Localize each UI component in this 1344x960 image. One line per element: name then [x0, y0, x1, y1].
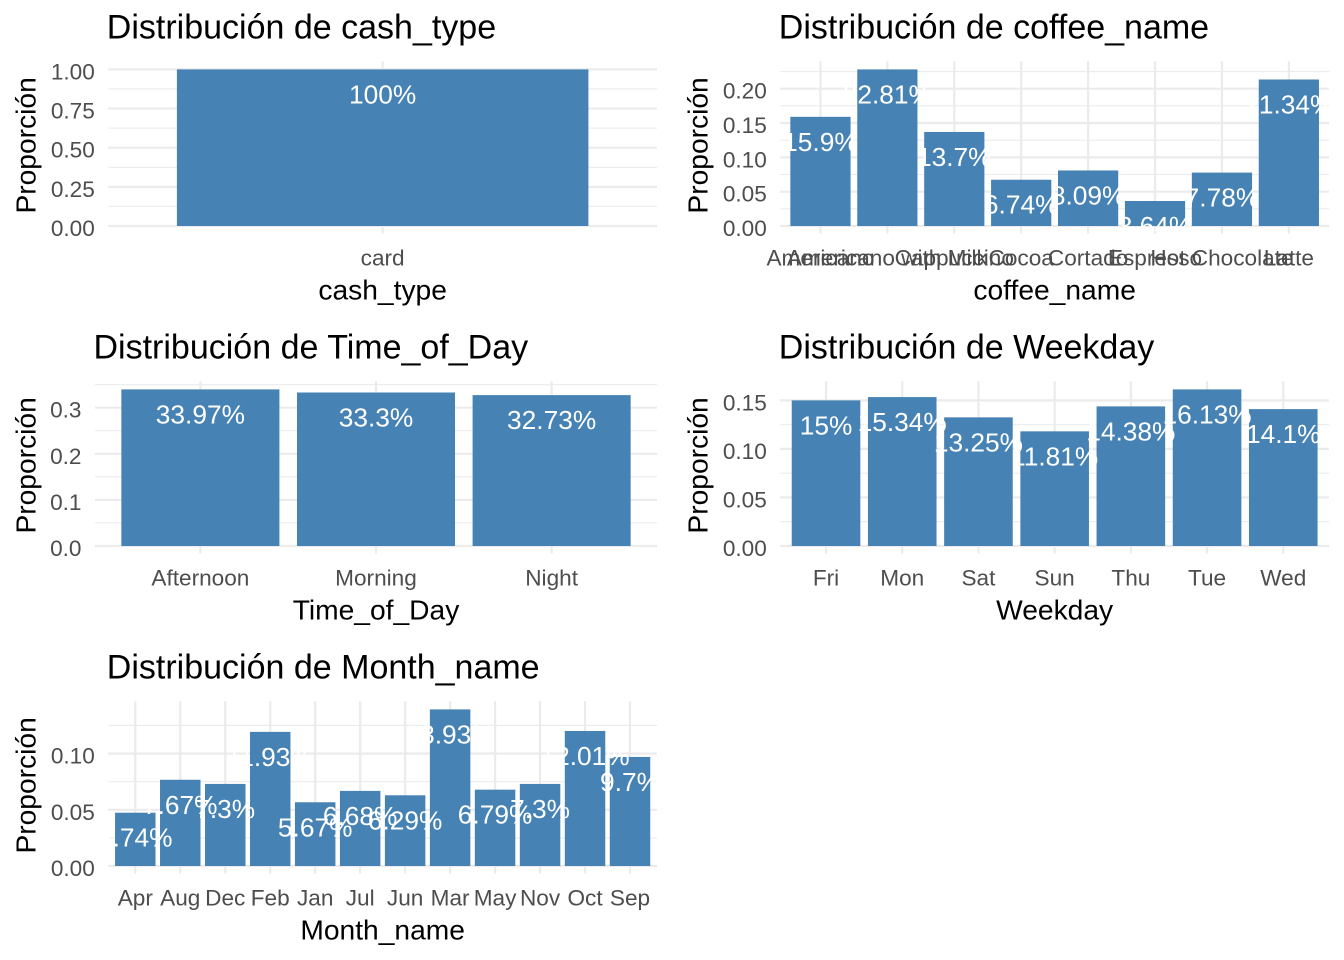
svg-text:7.3%: 7.3% — [195, 794, 255, 824]
svg-text:Time_of_Day: Time_of_Day — [293, 593, 460, 625]
svg-text:3.64%: 3.64% — [1118, 211, 1193, 241]
svg-text:Proporción: Proporción — [681, 77, 713, 213]
svg-text:0.10: 0.10 — [723, 439, 767, 464]
svg-text:Oct: Oct — [567, 886, 603, 911]
svg-text:Apr: Apr — [118, 886, 154, 911]
svg-text:Afternoon: Afternoon — [151, 566, 249, 591]
svg-text:Fri: Fri — [813, 566, 839, 591]
svg-text:9.7%: 9.7% — [600, 767, 660, 797]
svg-text:Feb: Feb — [251, 886, 290, 911]
svg-text:Jan: Jan — [297, 886, 333, 911]
svg-text:13.7%: 13.7% — [917, 142, 992, 172]
svg-text:Nov: Nov — [520, 886, 561, 911]
svg-text:0.00: 0.00 — [723, 536, 767, 561]
svg-text:Espresso: Espresso — [1108, 246, 1202, 271]
svg-text:0.75: 0.75 — [51, 99, 95, 124]
svg-text:14.38%: 14.38% — [1086, 416, 1175, 446]
svg-text:Proporción: Proporción — [9, 717, 41, 853]
svg-text:Distribución de coffee_name: Distribución de coffee_name — [779, 9, 1209, 47]
svg-text:7.3%: 7.3% — [510, 794, 570, 824]
svg-text:0.05: 0.05 — [51, 800, 95, 825]
svg-text:Proporción: Proporción — [9, 397, 41, 533]
svg-text:100%: 100% — [349, 79, 416, 109]
svg-text:4.74%: 4.74% — [98, 823, 173, 853]
svg-text:Morning: Morning — [335, 566, 417, 591]
svg-text:Sun: Sun — [1035, 566, 1075, 591]
svg-text:1.00: 1.00 — [51, 59, 95, 84]
svg-text:Distribución de Weekday: Distribución de Weekday — [779, 329, 1154, 367]
svg-text:32.73%: 32.73% — [507, 405, 596, 435]
svg-text:0.15: 0.15 — [723, 390, 767, 415]
svg-text:Jul: Jul — [346, 886, 375, 911]
svg-text:Wed: Wed — [1260, 566, 1306, 591]
svg-text:Jun: Jun — [387, 886, 423, 911]
svg-text:12.01%: 12.01% — [540, 741, 629, 771]
svg-text:May: May — [474, 886, 517, 911]
svg-text:Weekday: Weekday — [996, 593, 1114, 625]
svg-text:Mon: Mon — [880, 566, 924, 591]
svg-text:15.9%: 15.9% — [783, 127, 858, 157]
svg-text:16.13%: 16.13% — [1162, 399, 1251, 429]
svg-text:7.78%: 7.78% — [1185, 183, 1260, 213]
svg-text:0.10: 0.10 — [723, 147, 767, 172]
svg-text:Cortado: Cortado — [1048, 246, 1128, 271]
svg-text:Dec: Dec — [205, 886, 245, 911]
svg-text:0.05: 0.05 — [723, 182, 767, 207]
svg-text:Distribución de Time_of_Day: Distribución de Time_of_Day — [94, 329, 529, 367]
svg-text:13.93%: 13.93% — [406, 719, 495, 749]
svg-text:8.09%: 8.09% — [1051, 180, 1126, 210]
svg-text:6.74%: 6.74% — [984, 190, 1059, 220]
svg-text:0.05: 0.05 — [723, 487, 767, 512]
svg-text:0.50: 0.50 — [51, 138, 95, 163]
svg-text:Mar: Mar — [431, 886, 470, 911]
svg-text:Americano: Americano — [766, 246, 874, 271]
svg-text:Aug: Aug — [160, 886, 200, 911]
svg-text:Cappuccino: Cappuccino — [895, 246, 1014, 271]
svg-text:0.00: 0.00 — [723, 216, 767, 241]
svg-text:0.00: 0.00 — [51, 216, 95, 241]
svg-text:0.20: 0.20 — [723, 79, 767, 104]
svg-text:0.2: 0.2 — [50, 444, 81, 469]
svg-text:13.25%: 13.25% — [934, 427, 1023, 457]
svg-text:33.97%: 33.97% — [156, 399, 245, 429]
svg-text:15%: 15% — [800, 410, 853, 440]
svg-text:0.00: 0.00 — [51, 856, 95, 881]
svg-text:Cocoa: Cocoa — [989, 246, 1055, 271]
svg-text:6.68%: 6.68% — [323, 801, 398, 831]
svg-text:Sat: Sat — [961, 566, 996, 591]
svg-text:5.67%: 5.67% — [278, 812, 353, 842]
svg-text:11.93%: 11.93% — [227, 742, 314, 772]
svg-text:Night: Night — [525, 566, 578, 591]
svg-text:Month_name: Month_name — [300, 913, 465, 945]
svg-text:Distribución de cash_type: Distribución de cash_type — [107, 9, 496, 47]
svg-text:6.79%: 6.79% — [458, 800, 533, 830]
svg-text:21.34%: 21.34% — [1244, 89, 1333, 119]
svg-text:card: card — [361, 246, 405, 271]
svg-text:cash_type: cash_type — [318, 273, 447, 305]
svg-text:0.3: 0.3 — [50, 398, 81, 423]
svg-text:Distribución de Month_name: Distribución de Month_name — [107, 649, 540, 687]
svg-text:Proporción: Proporción — [681, 397, 713, 533]
svg-text:0.1: 0.1 — [50, 490, 81, 515]
svg-text:coffee_name: coffee_name — [973, 273, 1135, 305]
svg-text:0.0: 0.0 — [50, 536, 81, 561]
svg-text:15.34%: 15.34% — [858, 407, 947, 437]
svg-text:Proporción: Proporción — [9, 77, 41, 213]
svg-text:0.25: 0.25 — [51, 177, 95, 202]
svg-text:Tue: Tue — [1188, 566, 1226, 591]
svg-text:14.1%: 14.1% — [1246, 419, 1321, 449]
svg-text:7.67%: 7.67% — [143, 790, 218, 820]
svg-text:22.81%: 22.81% — [843, 79, 932, 109]
svg-text:0.15: 0.15 — [723, 113, 767, 138]
svg-text:6.29%: 6.29% — [368, 805, 443, 835]
svg-text:33.3%: 33.3% — [339, 402, 414, 432]
svg-text:11.81%: 11.81% — [1011, 441, 1098, 471]
svg-text:Americano with Milk: Americano with Milk — [787, 246, 989, 271]
svg-text:Hot Chocolate: Hot Chocolate — [1150, 246, 1293, 271]
svg-text:Latte: Latte — [1264, 246, 1314, 271]
svg-text:Thu: Thu — [1111, 566, 1150, 591]
svg-text:0.10: 0.10 — [51, 744, 95, 769]
svg-text:Sep: Sep — [610, 886, 650, 911]
